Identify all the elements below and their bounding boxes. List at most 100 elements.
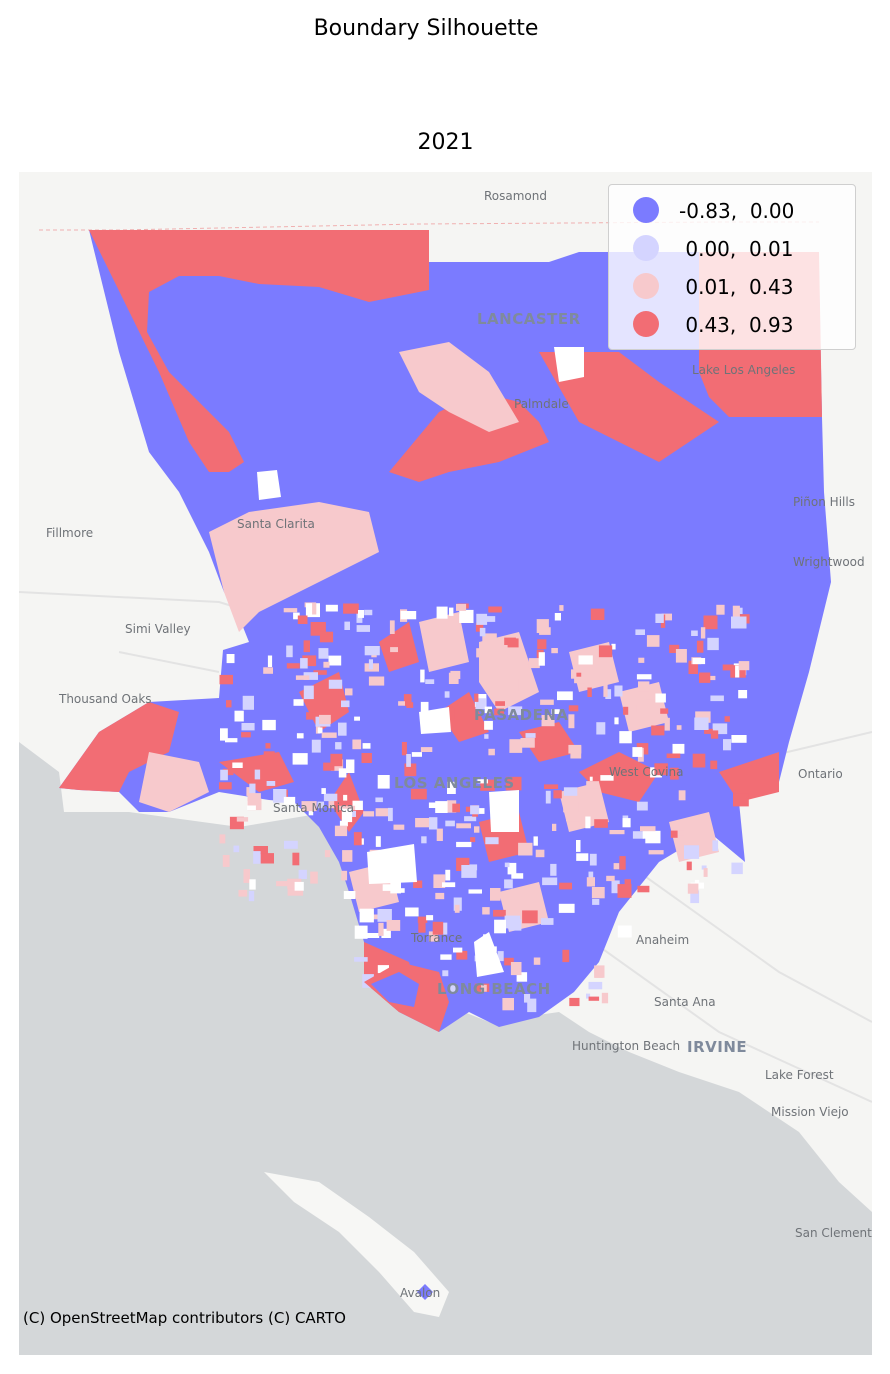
tract-cell [450, 984, 457, 993]
label-anaheim: Anaheim [636, 933, 689, 947]
tract-cell [536, 619, 549, 633]
legend-swatch-0 [633, 197, 659, 223]
tract-cell [442, 882, 456, 888]
tract-cell [540, 699, 554, 705]
tract-cell [354, 716, 360, 721]
tract-cell [236, 817, 249, 822]
tract-cell [321, 732, 337, 738]
tract-cell [578, 655, 593, 665]
tract-cell [502, 998, 514, 1011]
tract-cell [220, 728, 228, 741]
tract-cell [406, 754, 411, 767]
tract-cell [225, 738, 238, 743]
tract-cell [557, 691, 573, 701]
tract-cell [420, 669, 425, 683]
tract-cell [389, 620, 395, 634]
label-santa-clarita: Santa Clarita [237, 517, 315, 531]
tract-cell [226, 654, 235, 664]
tract-cell [619, 731, 632, 744]
tract-cell [453, 947, 463, 953]
tract-cell [368, 676, 385, 686]
tract-cell [614, 717, 619, 725]
tract-cell [507, 638, 519, 648]
tract-cell [476, 613, 488, 625]
tract-cell [232, 762, 243, 768]
tract-cell [418, 919, 426, 933]
tract-cell [399, 888, 405, 893]
tract-cell [710, 695, 724, 702]
tract-cell [390, 647, 398, 653]
tract-cell [544, 784, 559, 789]
tract-cell [696, 640, 704, 653]
tract-cell [234, 710, 244, 722]
tract-cell [554, 613, 561, 621]
tract-cell [286, 645, 293, 658]
tract-cell [585, 816, 591, 829]
tract-cell [222, 855, 230, 867]
tract-cell [541, 918, 554, 925]
tract-cell [456, 823, 471, 829]
tract-cell [535, 849, 545, 858]
tract-cell [508, 706, 523, 716]
tract-cell [321, 788, 326, 794]
tract-cell [700, 627, 706, 639]
tract-cell [293, 699, 304, 706]
tract-cell [364, 609, 373, 616]
tract-cell [249, 783, 256, 797]
legend-label: 0.00, 0.01 [679, 237, 794, 261]
tract-cell [303, 685, 314, 700]
tract-cell [465, 806, 471, 812]
tract-cell [638, 657, 645, 663]
tract-cell [390, 882, 401, 894]
tract-cell [382, 884, 392, 891]
tract-cell [485, 837, 499, 845]
label-santa-ana: Santa Ana [654, 995, 716, 1009]
tract-cell [343, 794, 348, 801]
tract-cell [592, 773, 601, 782]
tract-cell [296, 733, 304, 739]
tract-cell [507, 862, 517, 875]
tract-cell [313, 670, 327, 675]
tract-cell [292, 852, 300, 866]
tract-cell [454, 904, 460, 913]
tract-cell [428, 802, 441, 808]
tract-cell [622, 818, 631, 828]
tract-cell [440, 954, 452, 960]
tract-cell [654, 763, 668, 776]
tract-cell [420, 701, 429, 716]
tract-cell [716, 604, 725, 615]
tract-cell [617, 884, 632, 898]
tract-cell [432, 921, 444, 935]
tract-cell [219, 834, 226, 844]
tract-cell [476, 648, 486, 658]
tract-cell [684, 845, 700, 859]
map-legend: -0.83, 0.00 0.00, 0.01 0.01, 0.43 0.43, … [608, 184, 856, 350]
tract-cell [319, 631, 334, 643]
tract-cell [550, 863, 557, 876]
tract-cell [328, 797, 335, 809]
tract-cell [310, 871, 318, 884]
tract-cell [248, 890, 255, 902]
tract-cell [265, 743, 271, 749]
tract-cell [738, 690, 748, 699]
label-santa-monica: Santa Monica [273, 801, 354, 815]
tract-cell [338, 768, 347, 778]
tract-cell [317, 727, 323, 734]
label-lancaster: LANCASTER [477, 310, 581, 328]
tract-cell [425, 679, 435, 684]
tract-cell [386, 920, 401, 931]
tract-cell [648, 850, 664, 855]
label-palmdale: Palmdale [514, 397, 569, 411]
label-thousand-oaks: Thousand Oaks [58, 692, 152, 706]
tract-cell [551, 648, 558, 654]
tract-cell [493, 909, 506, 917]
tract-cell [670, 767, 679, 780]
place-labels: Rosamond LANCASTER Lake Los Angeles Palm… [46, 189, 872, 1300]
tract-cell [323, 661, 330, 668]
tract-cell [518, 842, 533, 856]
tract-cell [415, 818, 430, 828]
tract-cell [724, 716, 730, 722]
tract-cell [359, 908, 374, 923]
tract-cell [343, 603, 359, 614]
tract-cell [545, 790, 551, 804]
